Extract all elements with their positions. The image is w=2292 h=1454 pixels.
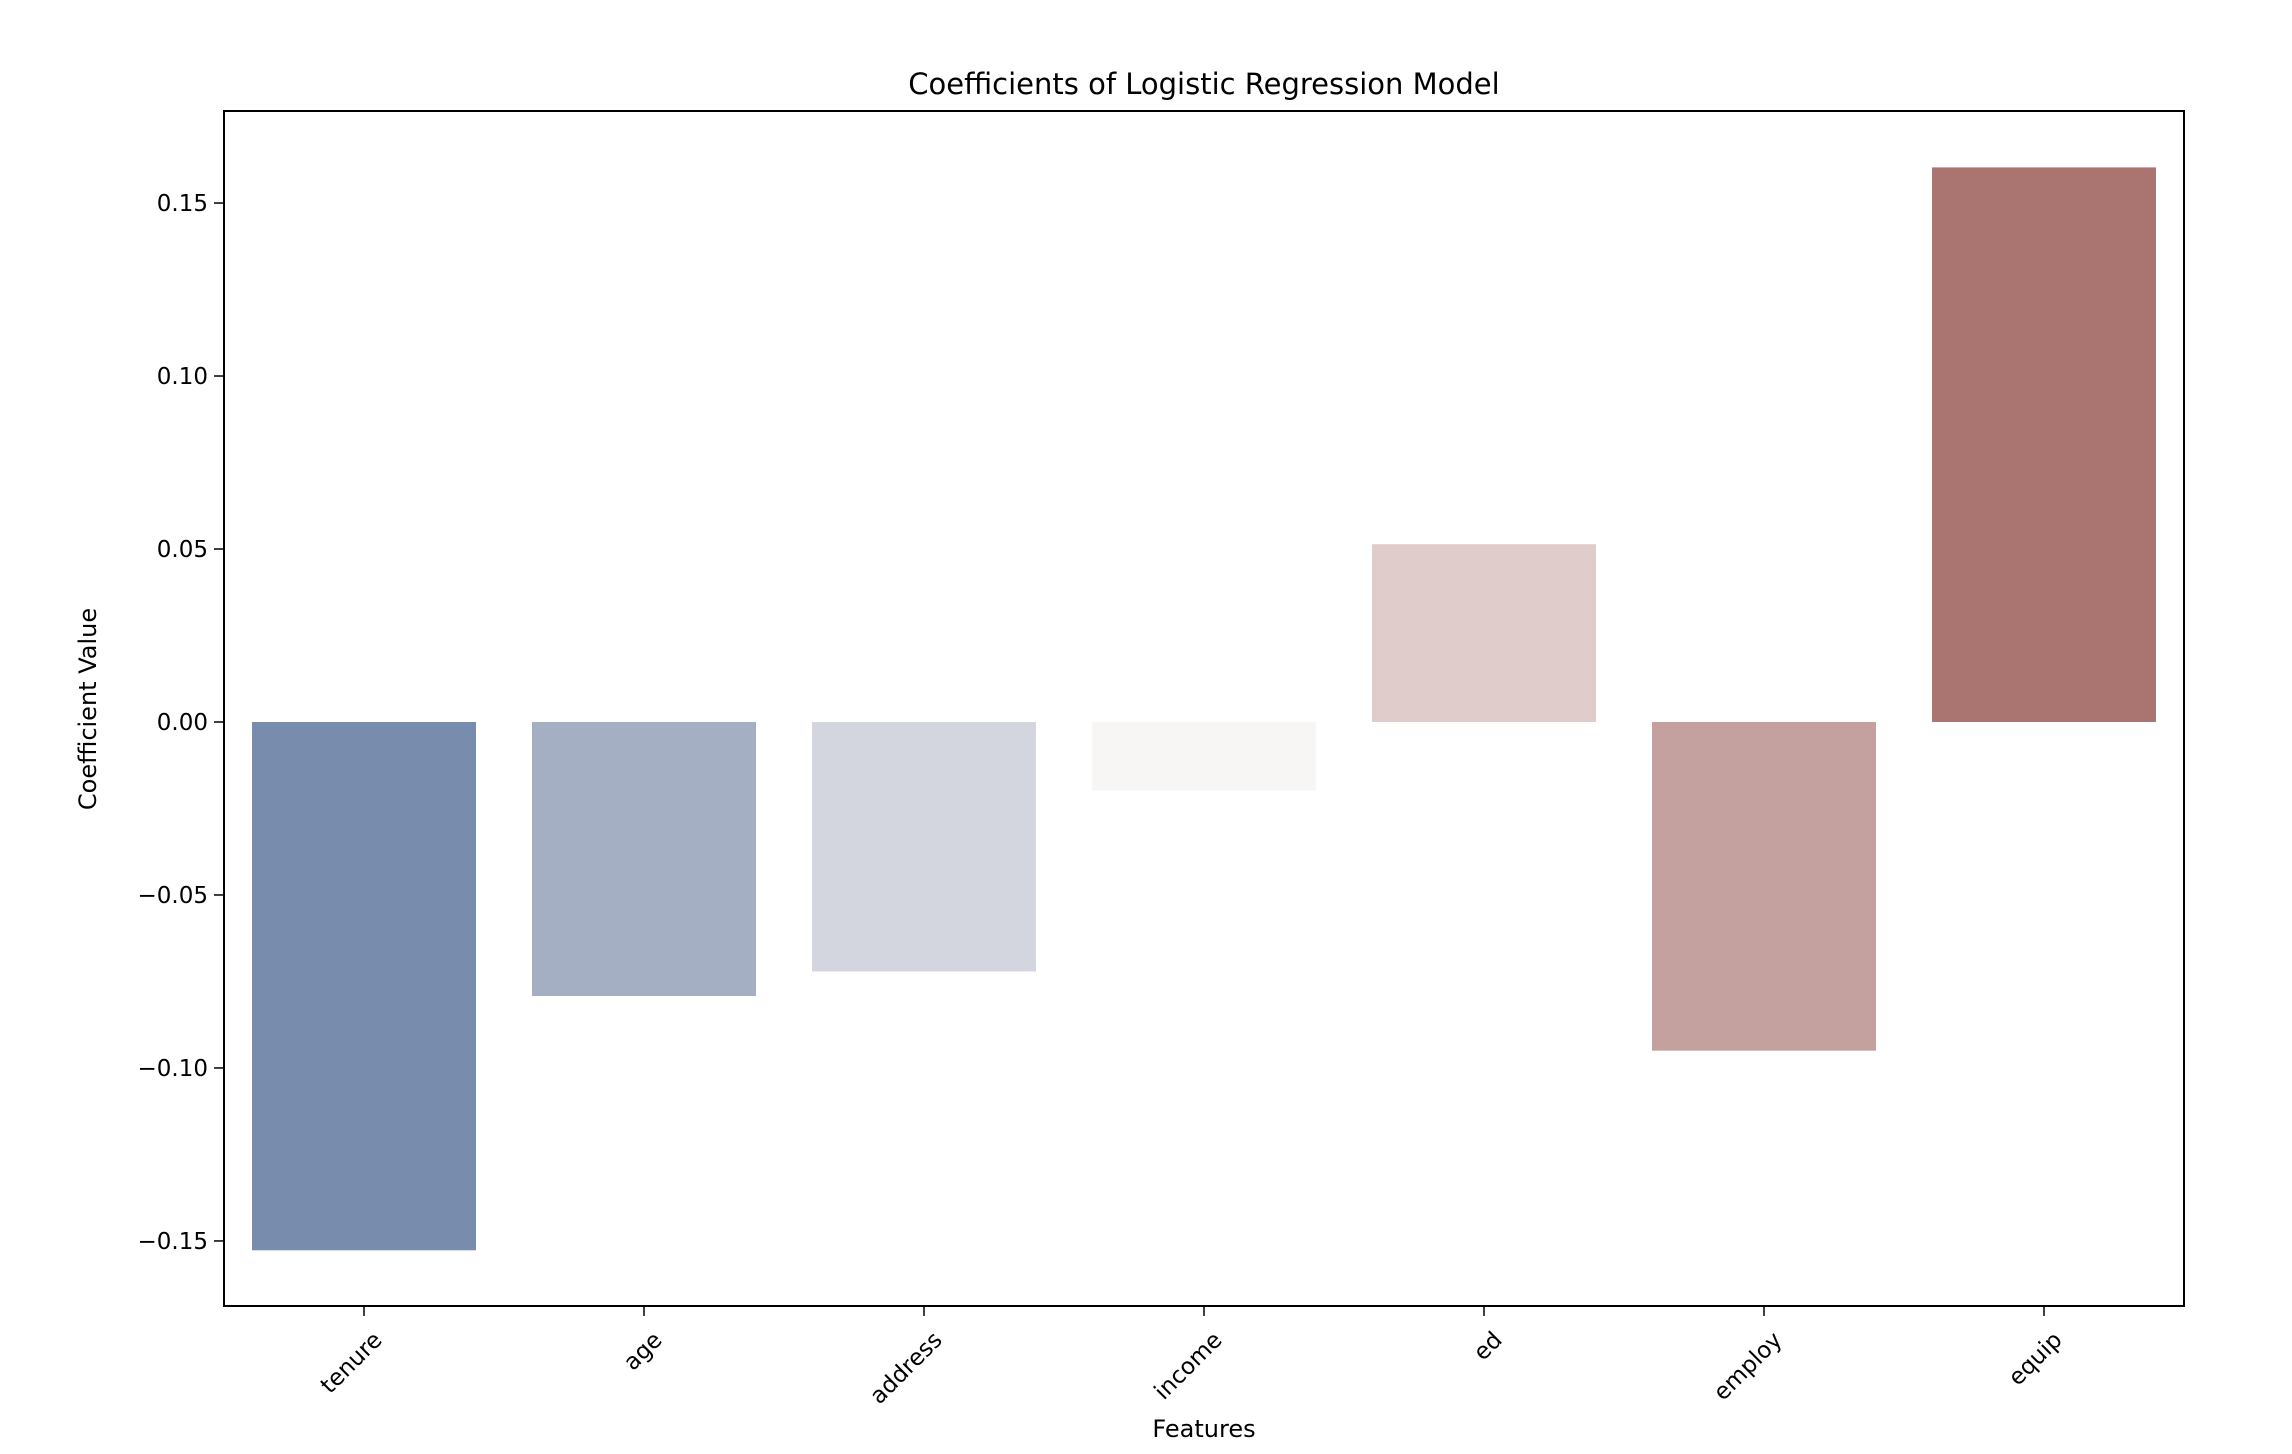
bar-ed [1372, 544, 1596, 722]
y-tick-label: −0.15 [138, 1229, 208, 1255]
y-tick-label: 0.05 [157, 537, 208, 563]
plot-frame [223, 110, 2185, 1307]
y-tick-label: −0.05 [138, 883, 208, 909]
x-axis-label: Features [1152, 1415, 1255, 1443]
y-tick-label: −0.10 [138, 1056, 208, 1082]
x-tick-label: equip [2004, 1327, 2068, 1391]
y-axis-label: Coefficient Value [74, 608, 102, 810]
x-tick-label: ed [1469, 1327, 1508, 1366]
bar-equip [1932, 167, 2156, 722]
y-axis-ticks: −0.15 −0.10 −0.05 0.00 0.05 0.10 0.15 [138, 191, 224, 1255]
bar-employ [1652, 721, 1876, 1051]
y-tick-label: 0.10 [157, 364, 208, 390]
x-tick-label: employ [1709, 1327, 1788, 1406]
x-tick-label: tenure [316, 1327, 388, 1399]
x-tick-label: income [1150, 1327, 1228, 1405]
bar-income [1092, 721, 1316, 791]
bars-group [252, 167, 2156, 1251]
y-tick-label: 0.15 [157, 191, 208, 217]
chart-title: Coefficients of Logistic Regression Mode… [908, 67, 1499, 101]
x-axis-ticks: tenure age address income ed employ equip [316, 1306, 2068, 1409]
x-tick-label: age [619, 1327, 668, 1376]
bar-address [812, 721, 1036, 972]
bar-age [532, 721, 756, 997]
x-tick-label: address [865, 1327, 947, 1409]
y-tick-label: 0.00 [157, 710, 208, 736]
bar-tenure [252, 721, 476, 1251]
